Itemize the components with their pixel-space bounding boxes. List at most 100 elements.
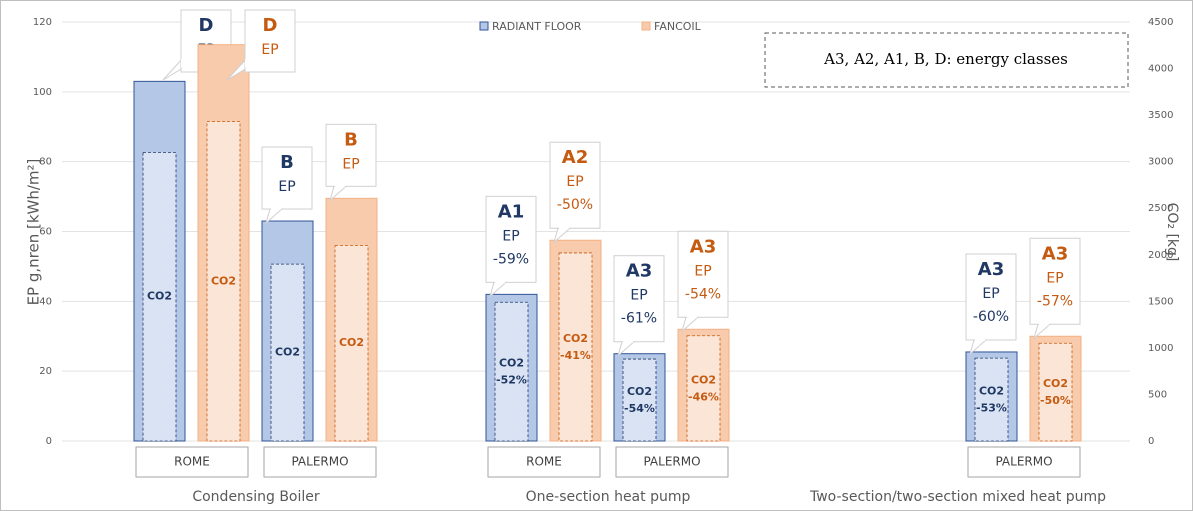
y-tick-label: 20 [39, 366, 52, 377]
callout-box [261, 146, 313, 210]
ep-label: EP [982, 286, 999, 302]
group-label: Condensing Boiler [192, 489, 320, 505]
co2-bar [206, 121, 241, 442]
co2-change: -52% [496, 374, 527, 387]
y2-tick-label: 1500 [1148, 296, 1173, 307]
callout-box [244, 9, 296, 73]
co2-bar [270, 263, 305, 442]
x-tick-label: PALERMO [643, 455, 700, 469]
group-label: One-section heat pump [526, 489, 691, 505]
ep-label: EP [278, 179, 295, 195]
callout-pointer [617, 341, 635, 358]
energy-class: B [344, 129, 358, 150]
co2-change: -54% [624, 402, 655, 415]
y2-tick-label: 500 [1148, 389, 1167, 400]
ep-label: EP [502, 228, 519, 244]
energy-class: D [199, 15, 214, 36]
energy-class: A1 [498, 201, 524, 222]
ep-label: EP [342, 156, 359, 172]
y-tick-label: 100 [33, 87, 52, 98]
co2-label: CO2 [563, 332, 588, 345]
callout-box [613, 255, 665, 343]
y2-tick-label: 4500 [1148, 17, 1173, 28]
x-tick-label: PALERMO [995, 455, 1052, 469]
callout-box [549, 141, 601, 229]
co2-change: -50% [1040, 394, 1071, 407]
callout-pointer [553, 227, 571, 244]
ep-change: -61% [621, 311, 657, 327]
co2-bar [494, 301, 529, 442]
y2-tick-label: 4000 [1148, 64, 1173, 75]
ep-change: -50% [557, 197, 593, 213]
legend-swatch [641, 21, 651, 31]
y2-tick-label: 3000 [1148, 157, 1173, 168]
callout-box [1029, 237, 1081, 325]
category-box [263, 446, 377, 478]
co2-bar [334, 245, 369, 442]
co2-label: CO2 [499, 357, 524, 370]
co2-change: -46% [688, 390, 719, 403]
category-box [135, 446, 249, 478]
group-label: Two-section/two-section mixed heat pump [809, 489, 1106, 505]
co2-change: -41% [560, 349, 591, 362]
co2-label: CO2 [691, 373, 716, 386]
callout-box [485, 195, 537, 283]
co2-bar [686, 335, 721, 442]
annotation: A3, A2, A1, B, D: energy classes [823, 50, 1068, 68]
callout-pointer [226, 57, 248, 81]
co2-bar [558, 252, 593, 442]
callout-pointer [162, 57, 184, 81]
y2-axis-label: CO₂ [kg] [1164, 203, 1180, 262]
callout-pointer [489, 281, 507, 298]
legend-swatch [479, 21, 489, 31]
x-tick-label: PALERMO [291, 455, 348, 469]
energy-class: A3 [690, 236, 716, 257]
co2-bar [142, 151, 177, 442]
y-tick-label: 60 [39, 227, 52, 238]
ep-change: -57% [1037, 293, 1073, 309]
co2-label: CO2 [275, 346, 300, 359]
ep-label: EP [261, 42, 278, 58]
y2-tick-label: 2500 [1148, 203, 1173, 214]
x-tick-label: ROME [174, 455, 210, 469]
callout-box [965, 253, 1017, 341]
energy-class: A3 [626, 261, 652, 282]
callout-pointer [329, 185, 347, 202]
co2-label: CO2 [147, 290, 172, 303]
co2-change: -53% [976, 402, 1007, 415]
callout-box [325, 123, 377, 187]
x-tick-label: ROME [526, 455, 562, 469]
ep-change: -60% [973, 309, 1009, 325]
co2-bar [1038, 342, 1073, 442]
callout-pointer [265, 208, 283, 225]
ep-label: EP [630, 288, 647, 304]
ep-change: -54% [685, 286, 721, 302]
ep-label: EP [1046, 270, 1063, 286]
co2-label: CO2 [627, 385, 652, 398]
y-tick-label: 80 [39, 157, 52, 168]
y2-tick-label: 2000 [1148, 250, 1173, 261]
y-tick-label: 120 [33, 17, 52, 28]
ep-label: EP [566, 174, 583, 190]
co2-label: CO2 [1043, 377, 1068, 390]
y-axis-label: EP g,nren [kWh/m²] [25, 159, 43, 306]
callout-box [677, 230, 729, 318]
energy-class: A3 [1042, 243, 1068, 264]
callout-pointer [681, 316, 699, 333]
legend-label: RADIANT FLOOR [492, 20, 582, 33]
co2-label: CO2 [339, 336, 364, 349]
co2-bar [974, 357, 1009, 442]
annotation-box [764, 32, 1129, 88]
category-box [967, 446, 1081, 478]
callout-pointer [1033, 323, 1051, 340]
y2-tick-label: 3500 [1148, 110, 1173, 121]
y-tick-label: 0 [46, 436, 52, 447]
energy-class: A3 [978, 259, 1004, 280]
y-tick-label: 40 [39, 296, 52, 307]
category-box [615, 446, 729, 478]
energy-class: A2 [562, 147, 588, 168]
ep-label: EP [694, 263, 711, 279]
co2-label: CO2 [211, 274, 236, 287]
category-box [487, 446, 601, 478]
